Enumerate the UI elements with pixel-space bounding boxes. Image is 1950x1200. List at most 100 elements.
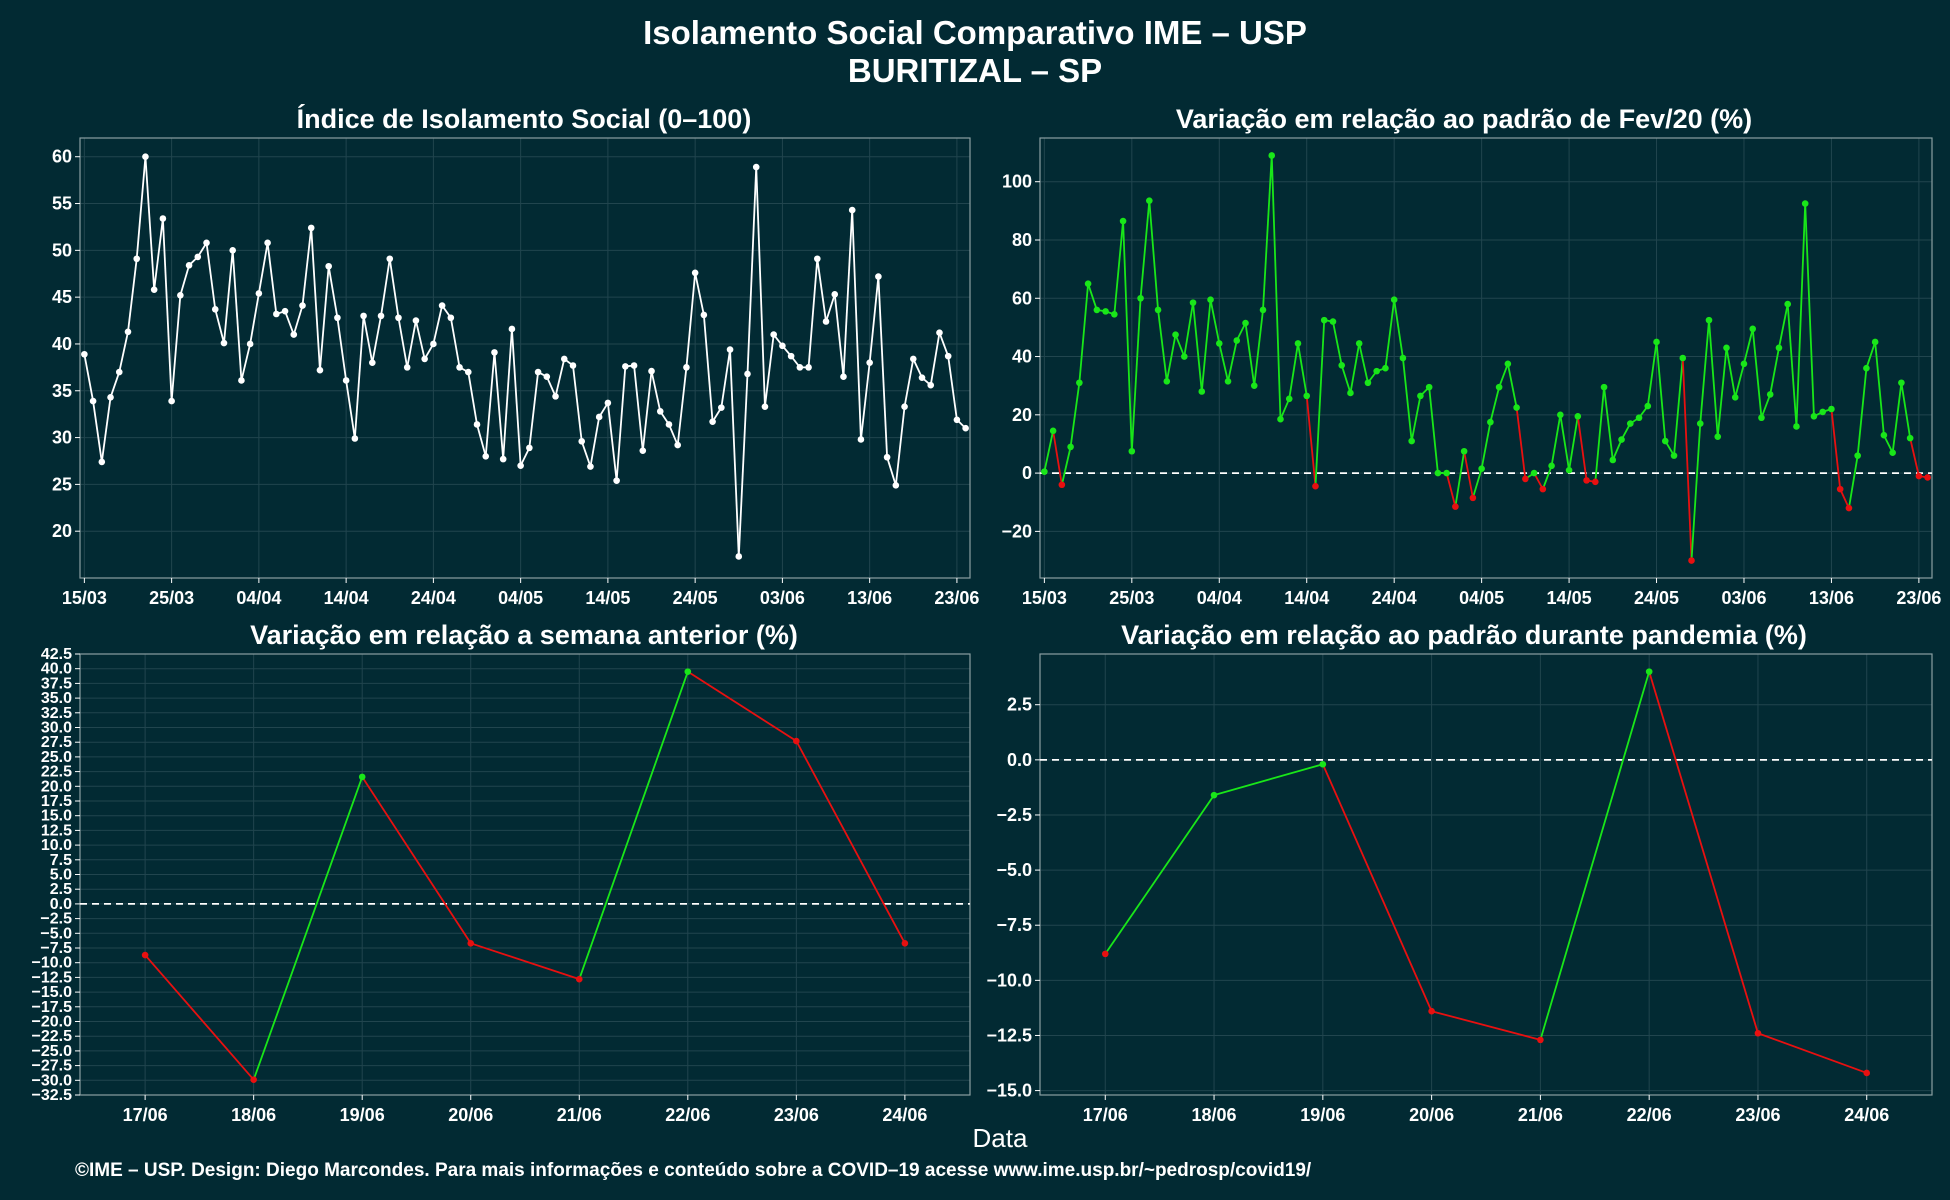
data-point xyxy=(1425,383,1433,391)
data-point xyxy=(1889,449,1896,457)
y-tick-label: −10.0 xyxy=(986,970,1032,990)
data-point xyxy=(1093,306,1101,314)
series-segment xyxy=(310,227,321,371)
y-tick-label: 37.5 xyxy=(41,675,72,692)
data-point xyxy=(1740,360,1748,368)
series-segment xyxy=(694,272,705,316)
y-tick-label: 22.5 xyxy=(41,764,72,781)
series-segment xyxy=(1655,341,1667,442)
data-point xyxy=(630,362,638,369)
series-segment xyxy=(1332,321,1343,366)
data-point xyxy=(377,312,385,320)
data-point xyxy=(1565,466,1573,474)
series-segment xyxy=(484,352,496,457)
series-segment xyxy=(361,776,472,944)
series-segment xyxy=(929,332,941,386)
data-point xyxy=(1338,361,1346,369)
series-segment xyxy=(1349,343,1361,394)
series-segment xyxy=(1244,322,1256,386)
data-point xyxy=(1775,344,1783,352)
series-segment xyxy=(1708,320,1719,437)
data-point xyxy=(229,247,236,254)
data-point xyxy=(1233,337,1241,344)
y-tick-label: 30.0 xyxy=(41,720,72,737)
y-tick-label: 55 xyxy=(52,194,72,214)
y-tick-label: −20 xyxy=(1001,521,1032,541)
series-segment xyxy=(1297,343,1308,397)
series-segment xyxy=(336,317,348,381)
x-tick-label: 21/06 xyxy=(1518,1105,1563,1125)
series-segment xyxy=(1576,416,1588,481)
y-tick-label: 25.0 xyxy=(41,749,72,766)
data-point xyxy=(1898,379,1905,387)
series-segment xyxy=(947,356,958,420)
data-point xyxy=(901,403,908,410)
panel-title-variation-pandemic: Variação em relação ao padrão durante pa… xyxy=(1121,620,1807,650)
data-point xyxy=(1723,344,1730,352)
data-point xyxy=(1906,434,1914,442)
y-tick-label: −5.0 xyxy=(996,860,1032,880)
y-tick-label: 60 xyxy=(1012,288,1032,308)
series-segment xyxy=(415,320,426,360)
data-point xyxy=(691,269,699,277)
series-segment xyxy=(1539,671,1651,1041)
series-segment xyxy=(301,227,313,306)
data-point xyxy=(351,435,359,442)
data-point xyxy=(1478,465,1485,473)
series-segment xyxy=(1725,347,1737,398)
data-point xyxy=(1679,354,1687,362)
data-point xyxy=(1487,418,1494,426)
data-point xyxy=(1180,353,1188,360)
x-tick-label: 03/06 xyxy=(760,588,805,608)
data-point xyxy=(89,397,97,405)
data-point xyxy=(569,362,577,369)
data-point xyxy=(250,1076,257,1084)
series-segment xyxy=(851,210,862,440)
x-tick-label: 23/06 xyxy=(1735,1105,1780,1125)
series-segment xyxy=(886,456,897,486)
data-point xyxy=(1329,318,1337,325)
data-point xyxy=(1863,364,1870,372)
x-tick-label: 15/03 xyxy=(1022,588,1067,608)
series-segment xyxy=(1839,488,1850,509)
data-point xyxy=(1277,415,1284,423)
data-point xyxy=(1539,485,1547,493)
series-segment xyxy=(223,250,234,344)
series-segment xyxy=(92,400,103,463)
x-tick-label: 23/06 xyxy=(934,588,979,608)
series-segment xyxy=(860,362,871,440)
data-point xyxy=(211,306,219,313)
data-point xyxy=(1793,423,1800,430)
x-tick-label: 04/05 xyxy=(498,588,543,608)
y-tick-label: −15.0 xyxy=(986,1081,1032,1101)
y-tick-label: 0.0 xyxy=(1007,750,1032,770)
series-segment xyxy=(397,317,409,368)
data-point xyxy=(927,381,935,389)
data-point xyxy=(115,368,123,376)
data-point xyxy=(875,273,882,280)
series-segment xyxy=(1498,363,1509,388)
data-point xyxy=(238,377,245,384)
data-point xyxy=(1119,217,1127,225)
series-segment xyxy=(511,328,522,466)
series-segment xyxy=(1795,203,1807,427)
data-point xyxy=(656,408,664,415)
data-point xyxy=(1163,378,1171,385)
x-tick-label: 14/05 xyxy=(1547,588,1592,608)
y-tick-label: 12.5 xyxy=(41,822,72,839)
series-segment xyxy=(545,376,557,397)
data-point xyxy=(203,239,210,247)
data-point xyxy=(491,349,498,356)
y-tick-label: 40.0 xyxy=(41,661,72,678)
data-point xyxy=(1364,379,1372,387)
x-tick-label: 04/04 xyxy=(236,588,281,608)
data-point xyxy=(1067,443,1074,451)
data-point xyxy=(316,366,324,374)
data-point xyxy=(779,342,786,350)
series-segment xyxy=(1681,357,1693,561)
series-segment xyxy=(1769,347,1780,395)
data-point xyxy=(1428,1007,1435,1015)
series-segment xyxy=(1227,340,1238,382)
series-segment xyxy=(1848,455,1859,509)
series-segment xyxy=(231,250,243,381)
